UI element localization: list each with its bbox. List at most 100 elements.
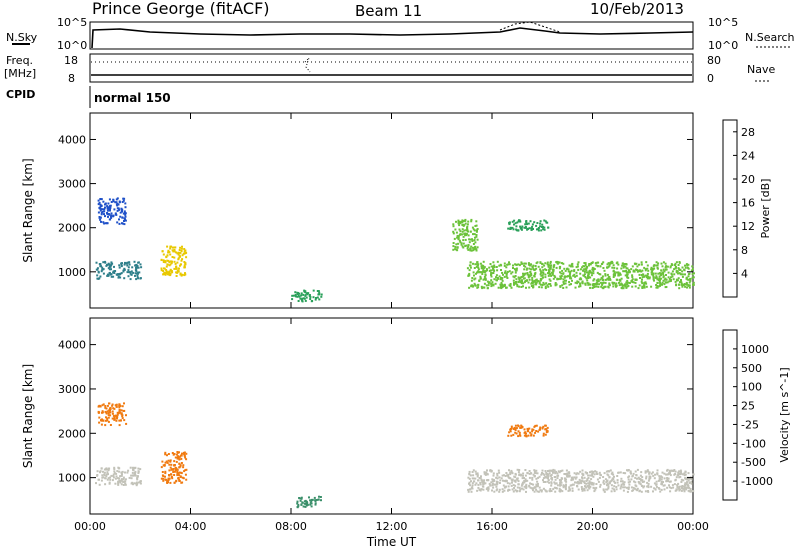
velocity-cell — [542, 425, 545, 428]
velocity-cell — [550, 482, 553, 485]
power-cell — [489, 263, 492, 265]
power-cell — [98, 201, 101, 204]
power-cell — [517, 220, 520, 223]
velocity-cell — [594, 488, 597, 491]
velocity-cell — [173, 460, 176, 463]
power-cell — [535, 224, 538, 227]
velocity-cell — [117, 412, 120, 415]
power-cell — [139, 263, 142, 266]
velocity-cell — [109, 408, 112, 410]
power-cell — [686, 286, 688, 289]
power-cell — [459, 230, 462, 233]
power-cell — [509, 283, 512, 285]
velocity-cell — [96, 474, 99, 476]
velocity-cell — [682, 487, 685, 490]
velocity-cell — [135, 481, 138, 484]
power-cell — [640, 263, 643, 266]
power-cell — [114, 270, 117, 272]
power-cell — [99, 265, 102, 268]
velocity-cell — [317, 498, 320, 501]
power-cell — [167, 249, 170, 252]
velocity-cell — [646, 481, 649, 484]
power-cell — [473, 274, 475, 277]
velocity-cell — [112, 407, 115, 410]
velocity-cell — [510, 469, 513, 472]
power-cell — [630, 268, 633, 271]
power-cell — [568, 283, 571, 286]
power-cell — [180, 247, 183, 250]
power-cell — [497, 277, 500, 280]
velocity-cell — [101, 418, 103, 421]
power-cell — [638, 273, 641, 276]
power-cell — [547, 264, 550, 267]
power-cell — [505, 266, 508, 269]
velocity-colorbar-tick-label: -500 — [741, 456, 766, 469]
velocity-cell — [103, 473, 106, 476]
velocity-cell — [511, 488, 514, 491]
velocity-cell — [575, 473, 578, 476]
velocity-cell — [118, 424, 121, 427]
power-cell — [132, 271, 135, 274]
power-cell — [121, 201, 124, 203]
power-cell — [610, 260, 613, 263]
velocity-cell — [486, 469, 488, 472]
power-cell — [168, 261, 171, 263]
velocity-cell — [518, 433, 521, 436]
power-cell — [100, 220, 102, 223]
velocity-cell — [303, 500, 306, 503]
power-cell — [529, 271, 532, 274]
power-cell — [477, 284, 480, 286]
power-cell — [646, 275, 648, 277]
velocity-cell — [635, 485, 638, 488]
power-cell — [662, 279, 665, 282]
velocity-cell — [319, 496, 322, 498]
power-cell — [586, 281, 589, 284]
power-cell — [684, 266, 687, 269]
power-cell — [525, 279, 528, 282]
velocity-cell — [598, 476, 601, 479]
velocity-cell — [105, 407, 108, 410]
power-cell — [547, 274, 550, 277]
power-cell — [475, 235, 478, 238]
velocity-cell — [107, 469, 110, 472]
power-cell — [472, 271, 475, 274]
velocity-cell — [559, 490, 562, 493]
power-cell — [522, 275, 525, 277]
power-cell — [640, 270, 643, 273]
power-cell — [625, 281, 628, 284]
power-cell — [531, 276, 534, 279]
power-cell — [682, 284, 685, 286]
power-cell — [514, 275, 517, 277]
velocity-cell — [591, 473, 594, 476]
velocity-cell — [471, 484, 474, 487]
velocity-cell — [521, 483, 524, 486]
power-cell — [565, 286, 568, 289]
velocity-cell — [105, 412, 108, 415]
velocity-cell — [137, 467, 140, 470]
power-cell — [294, 291, 297, 294]
power-cell — [568, 275, 571, 278]
power-cell — [525, 268, 528, 271]
power-cell — [542, 281, 545, 284]
cpid-label: CPID — [6, 88, 35, 101]
power-cell — [534, 271, 537, 274]
power-cell — [613, 266, 616, 269]
power-cell — [118, 218, 120, 221]
velocity-cell — [531, 428, 534, 431]
velocity-cell — [114, 477, 117, 480]
power-cell — [537, 265, 540, 268]
power-cell — [528, 227, 531, 230]
power-cell — [678, 261, 681, 263]
velocity-cell — [619, 471, 622, 474]
power-cell — [661, 281, 664, 284]
power-cell — [495, 274, 498, 277]
velocity-cell — [173, 470, 176, 473]
power-cell — [460, 243, 463, 246]
power-cell — [135, 268, 138, 271]
power-cell — [162, 253, 165, 256]
power-cell — [173, 260, 176, 263]
power-cell — [577, 281, 580, 283]
power-cell — [624, 285, 627, 288]
velocity-cell — [98, 421, 101, 424]
power-cell — [615, 278, 618, 281]
